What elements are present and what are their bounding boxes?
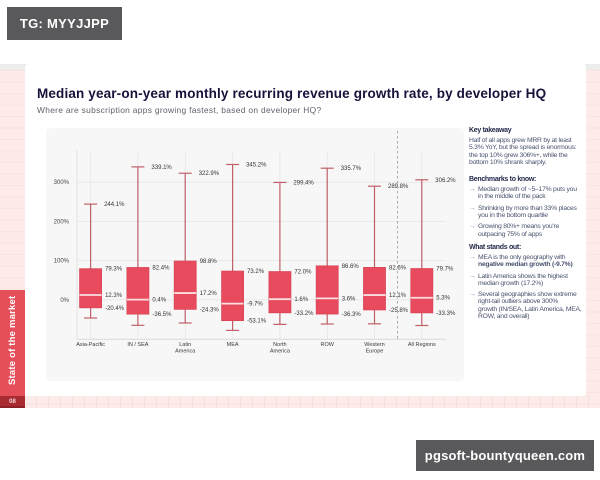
svg-text:5.3%: 5.3% bbox=[436, 296, 450, 302]
svg-text:America: America bbox=[175, 348, 196, 354]
svg-text:-33.2%: -33.2% bbox=[294, 311, 314, 317]
svg-text:-36.3%: -36.3% bbox=[342, 312, 362, 318]
svg-text:12.3%: 12.3% bbox=[105, 293, 123, 299]
svg-text:-36.5%: -36.5% bbox=[152, 312, 172, 318]
svg-text:Europe: Europe bbox=[366, 348, 384, 354]
svg-text:IN / SEA: IN / SEA bbox=[127, 342, 148, 348]
svg-text:300%: 300% bbox=[54, 180, 70, 186]
svg-text:0.4%: 0.4% bbox=[152, 298, 166, 304]
svg-text:299.4%: 299.4% bbox=[293, 180, 314, 186]
svg-text:86.6%: 86.6% bbox=[342, 264, 360, 270]
svg-text:Asia-Pacific: Asia-Pacific bbox=[76, 342, 105, 348]
svg-text:All Regions: All Regions bbox=[408, 342, 436, 348]
svg-text:72.0%: 72.0% bbox=[294, 270, 312, 276]
svg-text:100%: 100% bbox=[54, 259, 70, 265]
svg-text:MEA: MEA bbox=[227, 342, 239, 348]
svg-text:-33.3%: -33.3% bbox=[436, 311, 456, 317]
svg-text:-53.1%: -53.1% bbox=[247, 319, 267, 325]
svg-text:North: North bbox=[273, 342, 286, 348]
svg-text:ROW: ROW bbox=[320, 342, 334, 348]
svg-text:200%: 200% bbox=[54, 219, 70, 225]
svg-text:1.6%: 1.6% bbox=[294, 297, 308, 303]
svg-text:339.1%: 339.1% bbox=[151, 165, 172, 171]
svg-text:82.4%: 82.4% bbox=[152, 265, 170, 271]
svg-text:-25.8%: -25.8% bbox=[389, 308, 409, 314]
svg-text:-9.7%: -9.7% bbox=[247, 302, 263, 308]
svg-text:306.2%: 306.2% bbox=[435, 178, 456, 184]
svg-text:73.2%: 73.2% bbox=[247, 269, 265, 275]
svg-text:-24.3%: -24.3% bbox=[200, 307, 220, 313]
svg-text:Western: Western bbox=[364, 342, 384, 348]
svg-text:98.8%: 98.8% bbox=[200, 259, 218, 265]
svg-text:244.1%: 244.1% bbox=[104, 202, 125, 208]
svg-text:17.2%: 17.2% bbox=[200, 291, 218, 297]
svg-text:0%: 0% bbox=[60, 298, 69, 304]
svg-text:322.9%: 322.9% bbox=[199, 171, 220, 177]
svg-text:345.2%: 345.2% bbox=[246, 162, 267, 168]
svg-text:Latin: Latin bbox=[179, 342, 191, 348]
svg-text:America: America bbox=[270, 348, 291, 354]
svg-text:79.3%: 79.3% bbox=[105, 267, 123, 273]
svg-text:335.7%: 335.7% bbox=[341, 166, 362, 172]
svg-text:3.6%: 3.6% bbox=[342, 296, 356, 302]
svg-text:79.7%: 79.7% bbox=[436, 267, 454, 273]
svg-text:289.8%: 289.8% bbox=[388, 184, 409, 190]
svg-text:-20.4%: -20.4% bbox=[105, 306, 125, 312]
